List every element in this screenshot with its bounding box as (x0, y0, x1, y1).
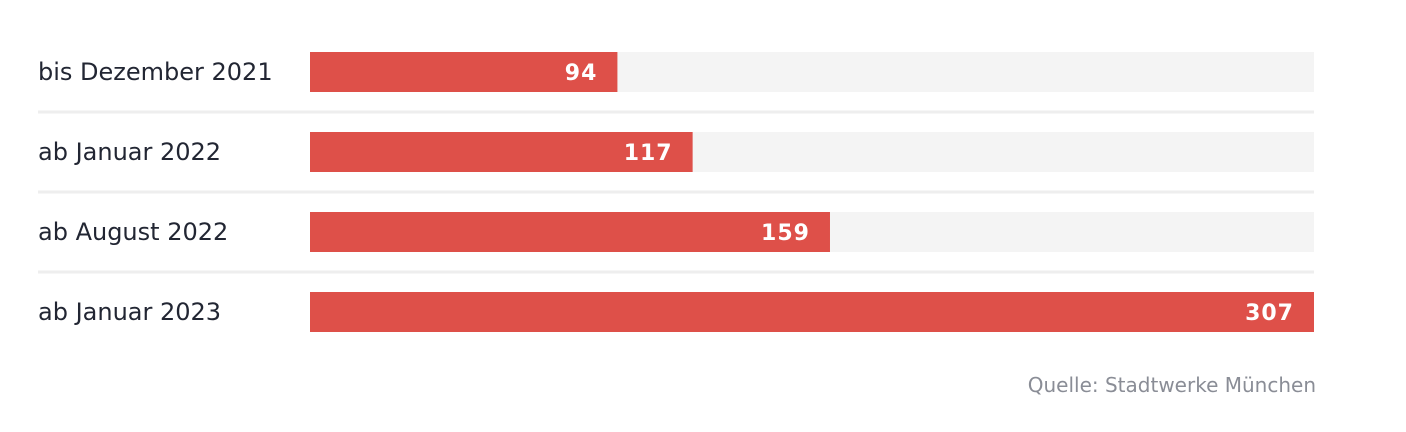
category-label: ab August 2022 (38, 218, 228, 246)
bar (310, 52, 618, 92)
source-note: Quelle: Stadtwerke München (1027, 373, 1316, 397)
category-label: ab Januar 2023 (38, 298, 221, 326)
bar (310, 132, 693, 172)
value-label: 117 (624, 141, 673, 166)
category-label: bis Dezember 2021 (38, 58, 273, 86)
value-label: 307 (1245, 301, 1294, 326)
category-label: ab Januar 2022 (38, 138, 221, 166)
bar (310, 212, 830, 252)
bar (310, 292, 1314, 332)
value-label: 159 (761, 221, 810, 246)
value-label: 94 (565, 61, 598, 86)
